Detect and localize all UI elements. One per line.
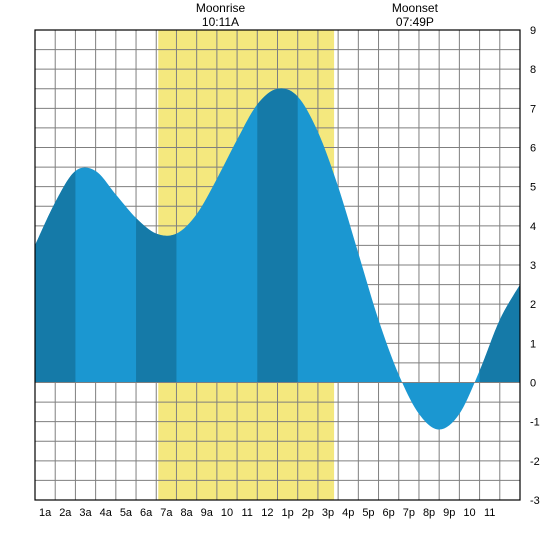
x-axis-label: 12 (261, 507, 273, 519)
annotation-label: Moonrise (196, 1, 246, 15)
y-axis-label: 1 (530, 338, 536, 350)
y-axis-label: -1 (530, 417, 540, 429)
chart-svg: 1a2a3a4a5a6a7a8a9a1011121p2p3p4p5p6p7p8p… (0, 0, 550, 550)
x-axis-label: 11 (484, 507, 495, 519)
y-axis-label: 6 (530, 143, 536, 155)
x-axis-label: 2a (59, 507, 72, 519)
x-axis-label: 5a (120, 507, 133, 519)
y-axis-label: 9 (530, 25, 536, 37)
y-axis-label: -2 (530, 456, 540, 468)
x-axis-label: 3a (79, 507, 92, 519)
x-axis-label: 7p (403, 507, 415, 519)
x-axis-label: 5p (362, 507, 374, 519)
x-axis-label: 10 (463, 507, 475, 519)
y-axis-label: 3 (530, 260, 536, 272)
x-axis-label: 11 (241, 507, 252, 519)
x-axis-label: 4a (100, 507, 113, 519)
y-axis-label: 2 (530, 299, 536, 311)
tide-chart: 1a2a3a4a5a6a7a8a9a1011121p2p3p4p5p6p7p8p… (0, 0, 550, 550)
x-axis-label: 7a (160, 507, 173, 519)
y-axis-label: -3 (530, 495, 540, 507)
x-axis-label: 6p (383, 507, 395, 519)
annotation-value: 07:49P (396, 15, 434, 29)
annotation-value: 10:11A (202, 15, 239, 29)
x-axis-label: 6a (140, 507, 153, 519)
annotation-label: Moonset (392, 1, 439, 15)
y-axis-label: 4 (530, 221, 536, 233)
x-axis-label: 4p (342, 507, 354, 519)
x-axis-label: 9p (443, 507, 455, 519)
y-axis-label: 0 (530, 378, 536, 390)
x-axis-label: 2p (302, 507, 314, 519)
y-axis-label: 7 (530, 103, 536, 115)
x-axis-label: 1p (281, 507, 293, 519)
x-axis-label: 3p (322, 507, 334, 519)
x-axis-label: 10 (221, 507, 233, 519)
x-axis-label: 1a (39, 507, 52, 519)
x-axis-label: 8a (180, 507, 193, 519)
x-axis-label: 8p (423, 507, 435, 519)
y-axis-label: 8 (530, 64, 536, 76)
x-axis-label: 9a (201, 507, 214, 519)
y-axis-label: 5 (530, 182, 536, 194)
